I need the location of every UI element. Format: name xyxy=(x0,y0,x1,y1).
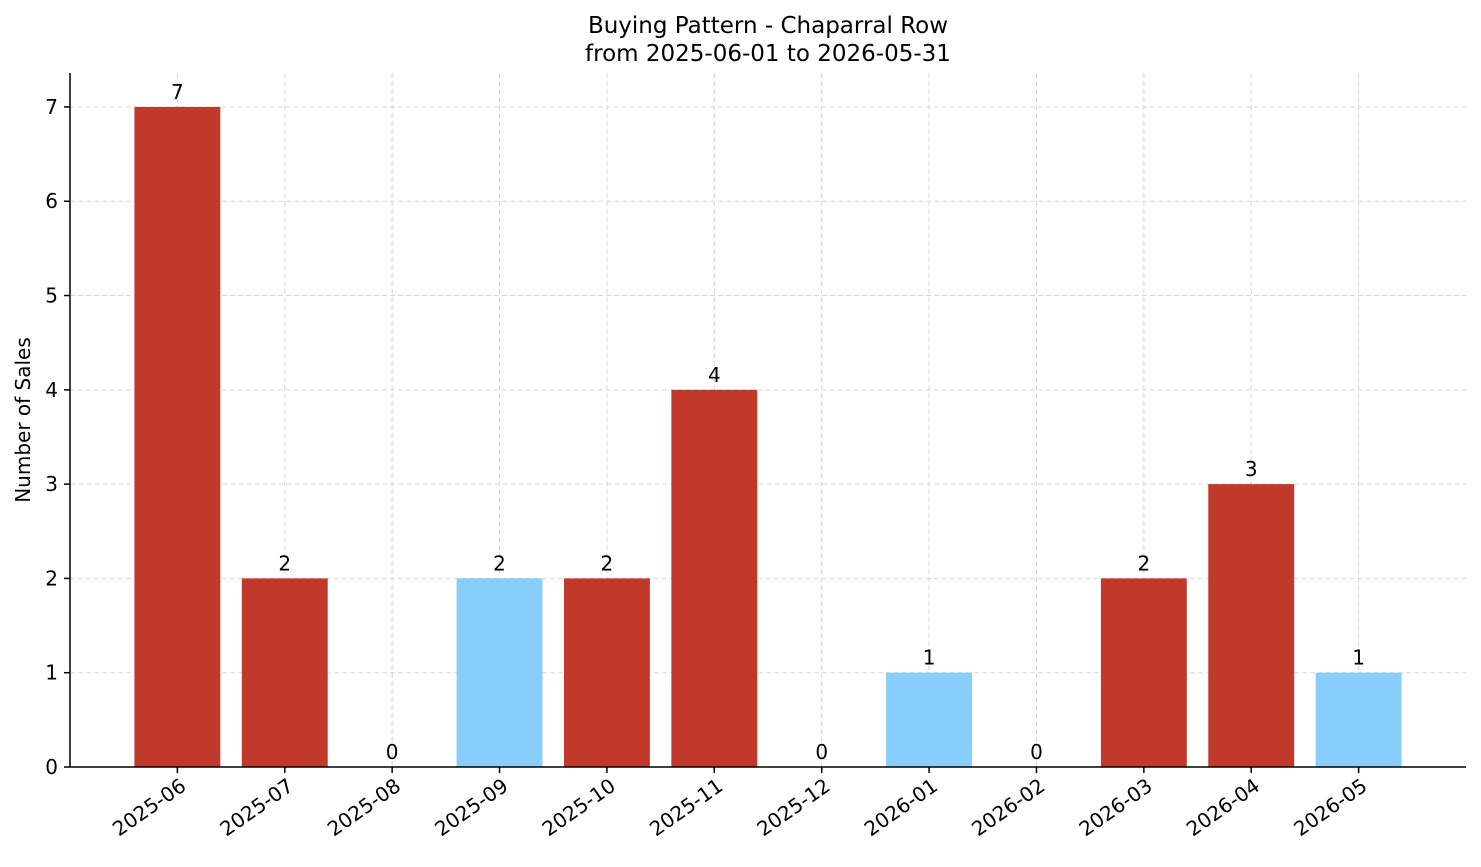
y-tick-label: 0 xyxy=(45,755,58,779)
value-label: 2 xyxy=(278,551,291,575)
y-tick-label: 6 xyxy=(45,189,58,213)
bar xyxy=(456,578,543,767)
x-tick-label: 2026-05 xyxy=(1289,773,1371,841)
bar xyxy=(1100,578,1187,767)
value-label: 3 xyxy=(1245,457,1258,481)
bar xyxy=(671,389,758,767)
x-tick-label: 2026-03 xyxy=(1074,773,1156,841)
y-tick-label: 4 xyxy=(45,378,58,402)
y-axis-label: Number of Sales xyxy=(11,337,35,503)
value-label: 0 xyxy=(386,740,399,764)
y-tick-label: 5 xyxy=(45,284,58,308)
chart-subtitle: from 2025-06-01 to 2026-05-31 xyxy=(585,41,951,67)
value-label: 2 xyxy=(601,551,614,575)
bar xyxy=(886,672,973,767)
bar xyxy=(241,578,328,767)
value-label: 4 xyxy=(708,363,721,387)
bar xyxy=(134,106,221,767)
x-tick-label: 2025-09 xyxy=(430,773,512,841)
y-tick-label: 2 xyxy=(45,566,58,590)
value-label: 0 xyxy=(1030,740,1043,764)
value-label: 1 xyxy=(1352,646,1365,670)
y-tick-label: 7 xyxy=(45,95,58,119)
y-tick-label: 1 xyxy=(45,661,58,685)
value-label: 2 xyxy=(1137,551,1150,575)
x-tick-label: 2025-07 xyxy=(215,773,297,841)
x-tick-label: 2025-08 xyxy=(323,773,405,841)
chart-title: Buying Pattern - Chaparral Row xyxy=(588,13,948,39)
bar xyxy=(563,578,650,767)
bar xyxy=(1208,484,1295,767)
x-tick-label: 2026-04 xyxy=(1182,773,1264,841)
bar xyxy=(1315,672,1402,767)
value-label: 0 xyxy=(815,740,828,764)
value-label: 2 xyxy=(493,551,506,575)
value-label: 7 xyxy=(171,80,184,104)
x-tick-label: 2025-11 xyxy=(645,773,727,841)
value-label: 1 xyxy=(923,646,936,670)
y-tick-label: 3 xyxy=(45,472,58,496)
x-tick-label: 2026-01 xyxy=(860,773,942,841)
x-tick-label: 2026-02 xyxy=(967,773,1049,841)
x-tick-label: 2025-12 xyxy=(752,773,834,841)
x-tick-label: 2025-06 xyxy=(108,773,190,841)
x-tick-label: 2025-10 xyxy=(538,773,620,841)
